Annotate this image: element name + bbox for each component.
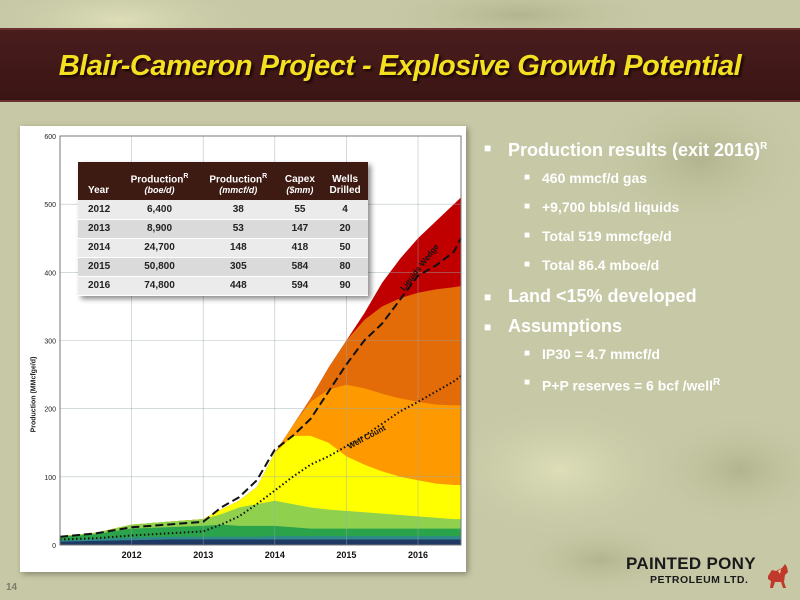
plot-frame [59,135,462,546]
table-row: 2012 6,400 38 55 4 [78,200,368,220]
cell-mmcf: 38 [198,200,278,220]
area-layer-navy [60,539,461,545]
logo-line2: PETROLEUM LTD. [650,574,749,586]
cell-capex: 418 [277,238,323,258]
table-row: 2016 74,800 448 594 90 [78,276,368,296]
cell-capex: 147 [277,219,323,239]
pony-icon [768,564,788,588]
y-tick-label: 600 [44,134,56,141]
bullet-square-icon: ■ [524,172,531,183]
header-wells: Wells Drilled [322,162,368,200]
bullet-total-mboe: ■ Total 86.4 mboe/d [524,257,660,273]
production-table: Year ProductionR (boe/d) ProductionR (mmcf… [78,162,368,296]
bullet-square-icon: ■ [484,141,492,155]
cell-wells: 90 [322,276,368,296]
bullet-ip30: ■ IP30 = 4.7 mmcf/d [524,346,660,362]
table-header-row: Year ProductionR (boe/d) ProductionR (mmcf… [78,162,368,200]
header-production-boe: ProductionR (boe/d) [120,162,199,200]
y-tick-label: 300 [44,339,56,346]
y-tick-label: 100 [44,475,56,482]
bullet-gas: ■ 460 mmcf/d gas [524,170,648,186]
cell-wells: 4 [322,200,368,220]
cell-boe: 8,900 [120,219,199,239]
cell-mmcf: 53 [198,219,278,239]
bullet-production-results: ■ Production results (exit 2016)R [484,136,790,161]
bullet-square-icon: ■ [524,201,531,212]
chart-panel: 0 100 200 300 400 500 600 2012 2013 2014 2015 2016 L… [20,126,466,572]
x-tick-label: 2016 [408,550,428,560]
header-year: Year [78,162,121,200]
cell-boe: 74,800 [120,276,199,296]
bullet-land: ■ Land <15% developed [484,286,697,306]
cell-boe: 6,400 [120,200,199,220]
bullet-square-icon: ■ [524,377,531,388]
bullet-square-icon: ■ [524,348,531,359]
cell-year: 2013 [78,219,121,239]
x-tick-label: 2012 [122,550,142,560]
y-tick-label: 500 [44,202,56,209]
cell-year: 2014 [78,238,121,258]
bullet-reserves: ■ P+P reserves = 6 bcf /wellR [484,374,790,395]
table-row: 2013 8,900 53 147 20 [78,219,368,239]
bullet-assumptions: ■ Assumptions [484,316,623,336]
cell-year: 2015 [78,257,121,277]
cell-wells: 80 [322,257,368,277]
cell-capex: 584 [277,257,323,277]
table-row: 2015 50,800 305 584 80 [78,257,368,277]
chart-ylabel: Production (MMcfge/d) [30,356,38,433]
bullet-square-icon: ■ [484,290,492,304]
title-bar [0,28,800,102]
company-logo: PAINTED PONY PETROLEUM LTD. [626,554,796,594]
cell-wells: 50 [322,238,368,258]
cell-mmcf: 448 [198,276,278,296]
cell-year: 2016 [78,276,121,296]
cell-boe: 50,800 [120,257,199,277]
bullet-liquids: ■ +9,700 bbls/d liquids [524,199,680,215]
header-capex: Capex ($mm) [277,162,323,200]
bullet-total-mmcfge: ■ Total 519 mmcfge/d [524,228,672,244]
bullet-square-icon: ■ [484,320,492,334]
series-line-liquids-wedge [59,237,462,538]
bullet-list: ■ Production results (exit 2016)R ■ 460 … [484,136,790,406]
bullet-square-icon: ■ [524,259,531,270]
y-tick-label: 200 [44,407,56,414]
slide-title: Blair-Cameron Project - Explosive Growth… [58,50,742,82]
page-number: 14 [6,582,18,593]
header-production-mmcf: ProductionR (mmcf/d) [198,162,278,200]
cell-capex: 594 [277,276,323,296]
cell-wells: 20 [322,219,368,239]
cell-capex: 55 [277,200,323,220]
x-tick-label: 2013 [193,550,213,560]
y-tick-label: 400 [44,270,56,277]
cell-mmcf: 305 [198,257,278,277]
table-row: 2014 24,700 148 418 50 [78,238,368,258]
bullet-square-icon: ■ [524,230,531,241]
x-tick-label: 2015 [336,550,356,560]
x-tick-label: 2014 [265,550,285,560]
cell-mmcf: 148 [198,238,278,258]
y-tick-label: 0 [52,543,56,550]
cell-boe: 24,700 [120,238,199,258]
cell-year: 2012 [78,200,121,220]
logo-line1: PAINTED PONY [626,554,756,573]
